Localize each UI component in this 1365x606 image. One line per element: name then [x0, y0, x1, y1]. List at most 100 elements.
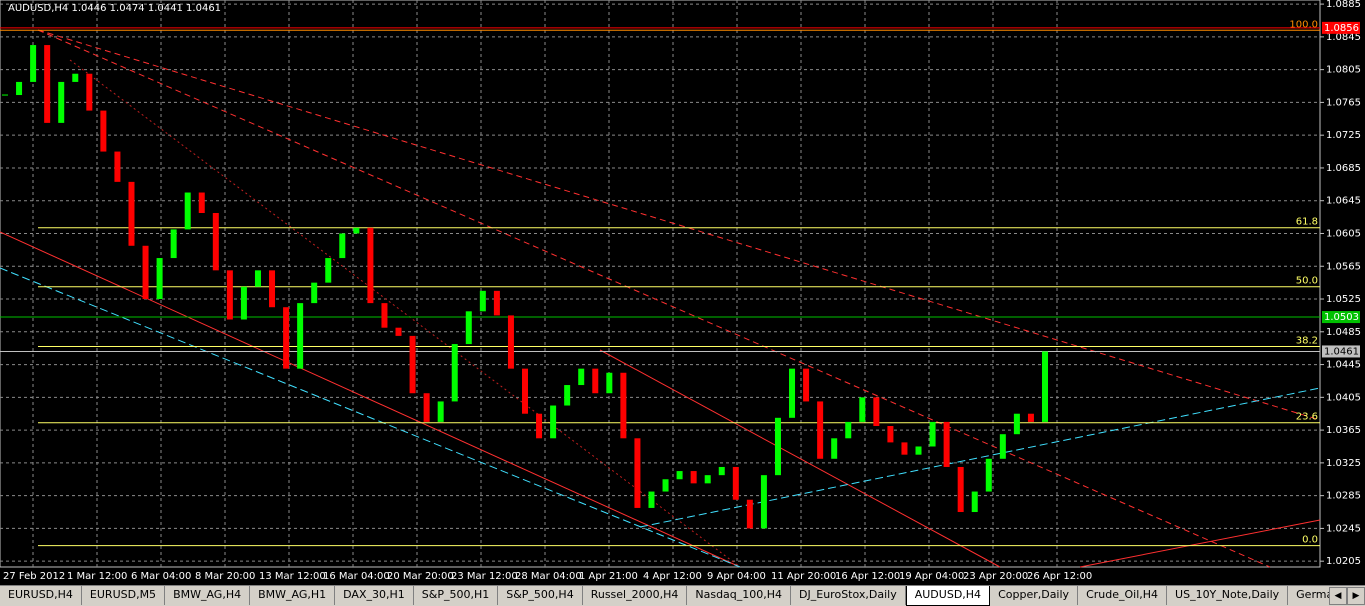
trend-line — [37, 29, 1321, 421]
candle-body — [634, 438, 641, 508]
candle-body — [662, 479, 669, 492]
chart-tab[interactable]: BMW_AG,H1 — [250, 586, 336, 605]
chart: AUDUSD,H4 1.0446 1.0474 1.0441 1.0461 1.… — [0, 0, 1361, 582]
candle-body — [859, 397, 866, 422]
y-tick-label: 1.0805 — [1326, 65, 1361, 76]
x-tick-label: 6 Mar 04:00 — [131, 571, 191, 582]
x-tick-label: 23 Mar 12:00 — [451, 571, 518, 582]
symbol: AUDUSD,H4 — [8, 3, 68, 14]
candle-body — [493, 290, 500, 316]
y-tick-label: 1.0285 — [1326, 491, 1361, 502]
trend-line — [599, 349, 1001, 568]
chart-tab[interactable]: Copper,Daily — [990, 586, 1079, 605]
y-tick-label: 1.0845 — [1326, 32, 1361, 43]
tab-bar: EURUSD,H4 EURUSD,M5 BMW_AG,H4 BMW_AG,H1 DAX_… — [0, 585, 1365, 606]
candle-body — [339, 233, 346, 259]
y-tick-label: 1.0725 — [1326, 130, 1361, 141]
candle-body — [353, 227, 360, 234]
low: 1.0441 — [148, 3, 183, 14]
price-label: 1.0461 — [1324, 346, 1359, 357]
candle-body — [901, 442, 908, 455]
candle-body — [620, 372, 627, 439]
candle-body — [845, 421, 852, 439]
chart-tab[interactable]: DAX_30,H1 — [335, 586, 414, 605]
candle-body — [774, 417, 781, 476]
chart-tab[interactable]: EURUSD,H4 — [0, 586, 82, 605]
close: 1.0461 — [186, 3, 221, 14]
candle-body — [873, 397, 880, 427]
plot-frame — [0, 0, 1321, 568]
scroll-right[interactable]: ▶ — [1347, 587, 1365, 605]
chart-tab[interactable]: S&P_500,H1 — [414, 586, 499, 605]
fib-label: 0.0 — [1302, 535, 1318, 546]
candle-body — [606, 372, 613, 394]
chart-tab[interactable]: S&P_500,H4 — [498, 586, 583, 605]
candle-body — [929, 421, 936, 447]
trend-line — [69, 59, 741, 568]
price-label: 1.0856 — [1324, 23, 1359, 34]
candle-body — [522, 368, 528, 414]
candle-body — [985, 458, 992, 492]
candle-body — [915, 446, 922, 455]
candle-body — [1042, 351, 1048, 422]
trend-line — [1079, 519, 1321, 568]
candle-body — [395, 327, 402, 336]
scroll-left[interactable]: ◀ — [1329, 587, 1347, 605]
candle-body — [100, 110, 107, 152]
high: 1.0474 — [110, 3, 145, 14]
x-tick-label: 23 Apr 20:00 — [963, 571, 1028, 582]
candle-body — [957, 466, 964, 513]
chart-tab[interactable]: DJ_EuroStox,Daily — [791, 586, 906, 605]
fib-label: 100.0 — [1289, 19, 1318, 30]
fib-label: 61.8 — [1296, 217, 1318, 228]
y-tick-label: 1.0565 — [1326, 261, 1361, 272]
candle-body — [142, 245, 149, 300]
y-tick-label: 1.0205 — [1326, 556, 1361, 567]
candle-body — [409, 335, 416, 394]
x-tick-label: 16 Mar 04:00 — [323, 571, 390, 582]
candle-body — [746, 499, 753, 529]
x-tick-label: 16 Apr 12:00 — [835, 571, 900, 582]
candle-body — [212, 213, 219, 271]
y-tick-label: 1.0525 — [1326, 294, 1361, 305]
x-tick-label: 27 Feb 2012 — [3, 571, 65, 582]
x-tick-label: 4 Apr 12:00 — [643, 571, 702, 582]
trend-line — [0, 267, 741, 568]
chart-tab[interactable]: AUDUSD,H4 — [905, 586, 991, 606]
candle-body — [507, 315, 514, 369]
x-tick-label: 28 Mar 04:00 — [515, 571, 582, 582]
candle-body — [184, 192, 191, 230]
y-tick-label: 1.0485 — [1326, 327, 1361, 338]
candle-body — [803, 368, 810, 402]
x-tick-label: 26 Apr 12:00 — [1027, 571, 1092, 582]
candle-body — [1027, 413, 1034, 422]
y-tick-label: 1.0365 — [1326, 425, 1361, 436]
candle-body — [704, 475, 711, 484]
chart-tab[interactable]: Nasdaq_100,H4 — [687, 586, 792, 605]
fib-label: 38.2 — [1296, 336, 1318, 347]
trend-line — [639, 387, 1321, 528]
candle-body — [381, 303, 388, 328]
candle-body — [760, 475, 767, 529]
trend-line — [37, 29, 1271, 568]
candle-body — [156, 258, 163, 300]
candle-body — [423, 393, 430, 422]
candle-body — [254, 270, 261, 287]
chart-tab[interactable]: Russel_2000,H4 — [583, 586, 688, 605]
candle-body — [718, 466, 725, 476]
candle-body — [550, 405, 557, 439]
x-tick-label: 13 Mar 12:00 — [259, 571, 326, 582]
candle-body — [170, 229, 177, 259]
chart-info: AUDUSD,H4 1.0446 1.0474 1.0441 1.0461 — [8, 3, 221, 14]
chart-tab[interactable]: US_10Y_Note,Daily — [1167, 586, 1289, 605]
chart-tab[interactable]: Crude_Oil,H4 — [1078, 586, 1168, 605]
chart-tab[interactable]: EURUSD,M5 — [82, 586, 166, 605]
price-box — [1322, 345, 1360, 358]
candle-body — [999, 434, 1006, 459]
chart-tab[interactable]: BMW_AG,H4 — [165, 586, 251, 605]
candle-body — [283, 307, 290, 369]
x-tick-label: 11 Apr 20:00 — [771, 571, 836, 582]
candle-body — [325, 258, 332, 283]
y-tick-label: 1.0325 — [1326, 458, 1361, 469]
